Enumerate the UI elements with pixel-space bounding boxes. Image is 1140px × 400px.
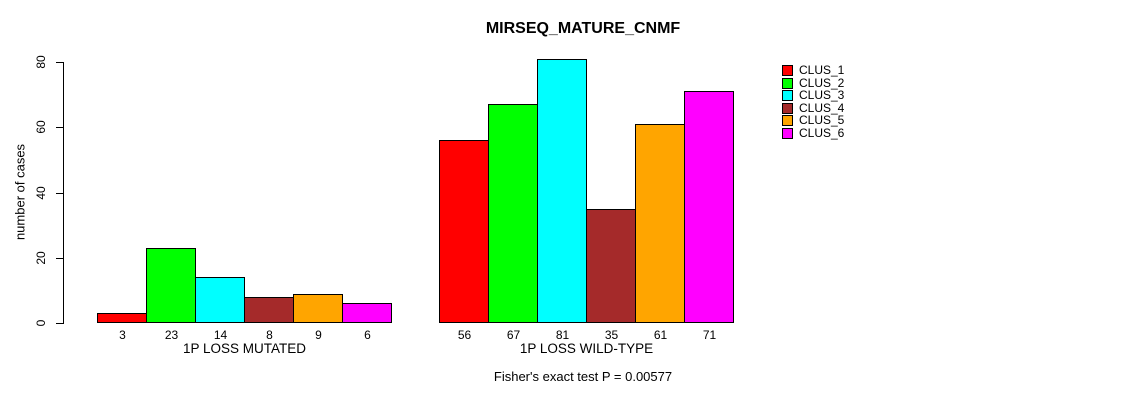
bar-value-label: 8 (266, 328, 273, 342)
y-tick-mark (56, 193, 63, 194)
bar-clus_4 (244, 297, 294, 323)
legend-swatch-icon (782, 114, 793, 126)
bar-clus_3 (537, 59, 587, 323)
legend-swatch-icon (782, 102, 793, 114)
bar-clus_1 (97, 313, 147, 323)
bar-value-label: 6 (364, 328, 371, 342)
bar-clus_6 (342, 303, 392, 323)
legend-item-clus_1: CLUS_1 (782, 64, 844, 76)
legend-item-clus_5: CLUS_5 (782, 114, 844, 126)
bar-clus_2 (488, 104, 538, 323)
legend-label: CLUS_1 (799, 63, 845, 77)
legend-swatch-icon (782, 89, 793, 101)
bar-value-label: 56 (457, 328, 472, 342)
legend-item-clus_6: CLUS_6 (782, 127, 844, 139)
bar-value-label: 23 (164, 328, 179, 342)
stat-test-footnote: Fisher's exact test P = 0.00577 (493, 369, 673, 384)
legend-item-clus_2: CLUS_2 (782, 77, 844, 89)
legend-item-clus_3: CLUS_3 (782, 89, 844, 101)
bar-clus_1 (439, 140, 489, 323)
legend-swatch-icon (782, 77, 793, 89)
y-axis-label: number of cases (12, 143, 28, 241)
bar-value-label: 71 (702, 328, 717, 342)
bar-value-label: 14 (213, 328, 228, 342)
legend-label: CLUS_3 (799, 88, 845, 102)
bar-clus_5 (635, 124, 685, 323)
y-axis-line (63, 62, 64, 324)
x-group-label: 1P LOSS MUTATED (182, 341, 307, 356)
bar-value-label: 3 (119, 328, 126, 342)
legend-item-clus_4: CLUS_4 (782, 102, 844, 114)
y-tick-label: 60 (34, 120, 48, 134)
y-tick-mark (56, 127, 63, 128)
bar-clus_3 (195, 277, 245, 323)
legend-swatch-icon (782, 64, 793, 76)
y-tick-label: 20 (34, 251, 48, 265)
legend-label: CLUS_2 (799, 76, 845, 90)
bar-value-label: 67 (506, 328, 521, 342)
bar-value-label: 9 (315, 328, 322, 342)
y-tick-label: 40 (34, 186, 48, 200)
chart-title: MIRSEQ_MATURE_CNMF (485, 20, 681, 37)
legend-label: CLUS_4 (799, 101, 845, 115)
bar-value-label: 61 (653, 328, 668, 342)
bar-clus_6 (684, 91, 734, 323)
legend-label: CLUS_5 (799, 113, 845, 127)
y-tick-mark (56, 258, 63, 259)
bar-clus_2 (146, 248, 196, 323)
bar-clus_4 (586, 209, 636, 323)
legend-label: CLUS_6 (799, 126, 845, 140)
y-tick-mark (56, 62, 63, 63)
x-group-label: 1P LOSS WILD-TYPE (519, 341, 654, 356)
y-tick-label: 80 (34, 55, 48, 69)
y-tick-label: 0 (34, 319, 48, 327)
bar-value-label: 35 (604, 328, 619, 342)
bar-value-label: 81 (555, 328, 570, 342)
legend-swatch-icon (782, 127, 793, 139)
bar-clus_5 (293, 294, 343, 323)
y-tick-mark (56, 323, 63, 324)
